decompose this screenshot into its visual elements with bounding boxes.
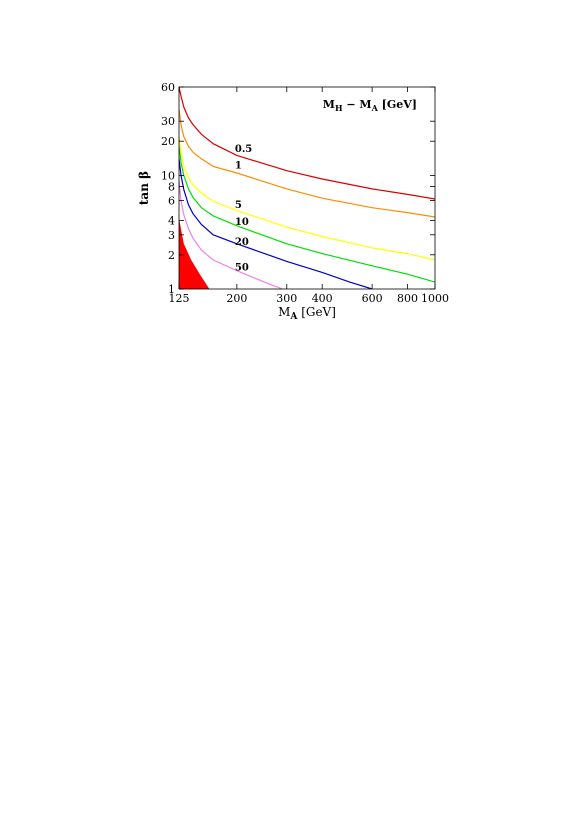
curve-labels-layer: 0.5 1 5 10 20 50	[235, 144, 252, 273]
curve-label-0-5: 0.5	[235, 144, 252, 155]
series-line-20	[179, 158, 373, 289]
x-tick-label: 125	[169, 292, 190, 305]
x-tick-label: 800	[397, 292, 418, 305]
x-tick-label: 600	[362, 292, 383, 305]
excluded-region	[179, 218, 210, 289]
series-line-50	[179, 180, 283, 289]
y-tick-label: 10	[161, 169, 175, 182]
y-tick-label: 6	[168, 195, 175, 208]
series-line-0-5	[179, 87, 435, 200]
y-tick-label: 3	[168, 229, 175, 242]
series-layer	[179, 87, 435, 289]
curve-label-20: 20	[235, 237, 249, 248]
x-tick-label: 400	[312, 292, 333, 305]
y-tick-label: 2	[168, 249, 175, 262]
y-tick-label: 1	[168, 283, 175, 296]
y-tick-label: 4	[168, 215, 175, 228]
legend-title: MH − MA [GeV]	[323, 98, 417, 113]
excluded-region-layer	[179, 218, 210, 289]
y-axis-title: tan β	[137, 171, 151, 205]
plot-frame	[178, 86, 436, 290]
y-tick-label: 60	[161, 81, 175, 94]
x-axis-title: MA [GeV]	[278, 305, 336, 322]
series-line-5	[179, 136, 435, 261]
x-tick-label: 200	[226, 292, 247, 305]
y-tick-label: 8	[168, 180, 175, 193]
y-tick-label: 20	[161, 135, 175, 148]
y-tick-label: 30	[161, 115, 175, 128]
curve-label-5: 5	[235, 200, 242, 211]
curve-label-1: 1	[235, 161, 242, 172]
x-tick-label: 300	[276, 292, 297, 305]
curve-label-10: 10	[235, 217, 249, 228]
series-line-1	[179, 109, 435, 218]
x-tick-label: 1000	[421, 292, 449, 305]
curve-label-50: 50	[235, 262, 249, 273]
